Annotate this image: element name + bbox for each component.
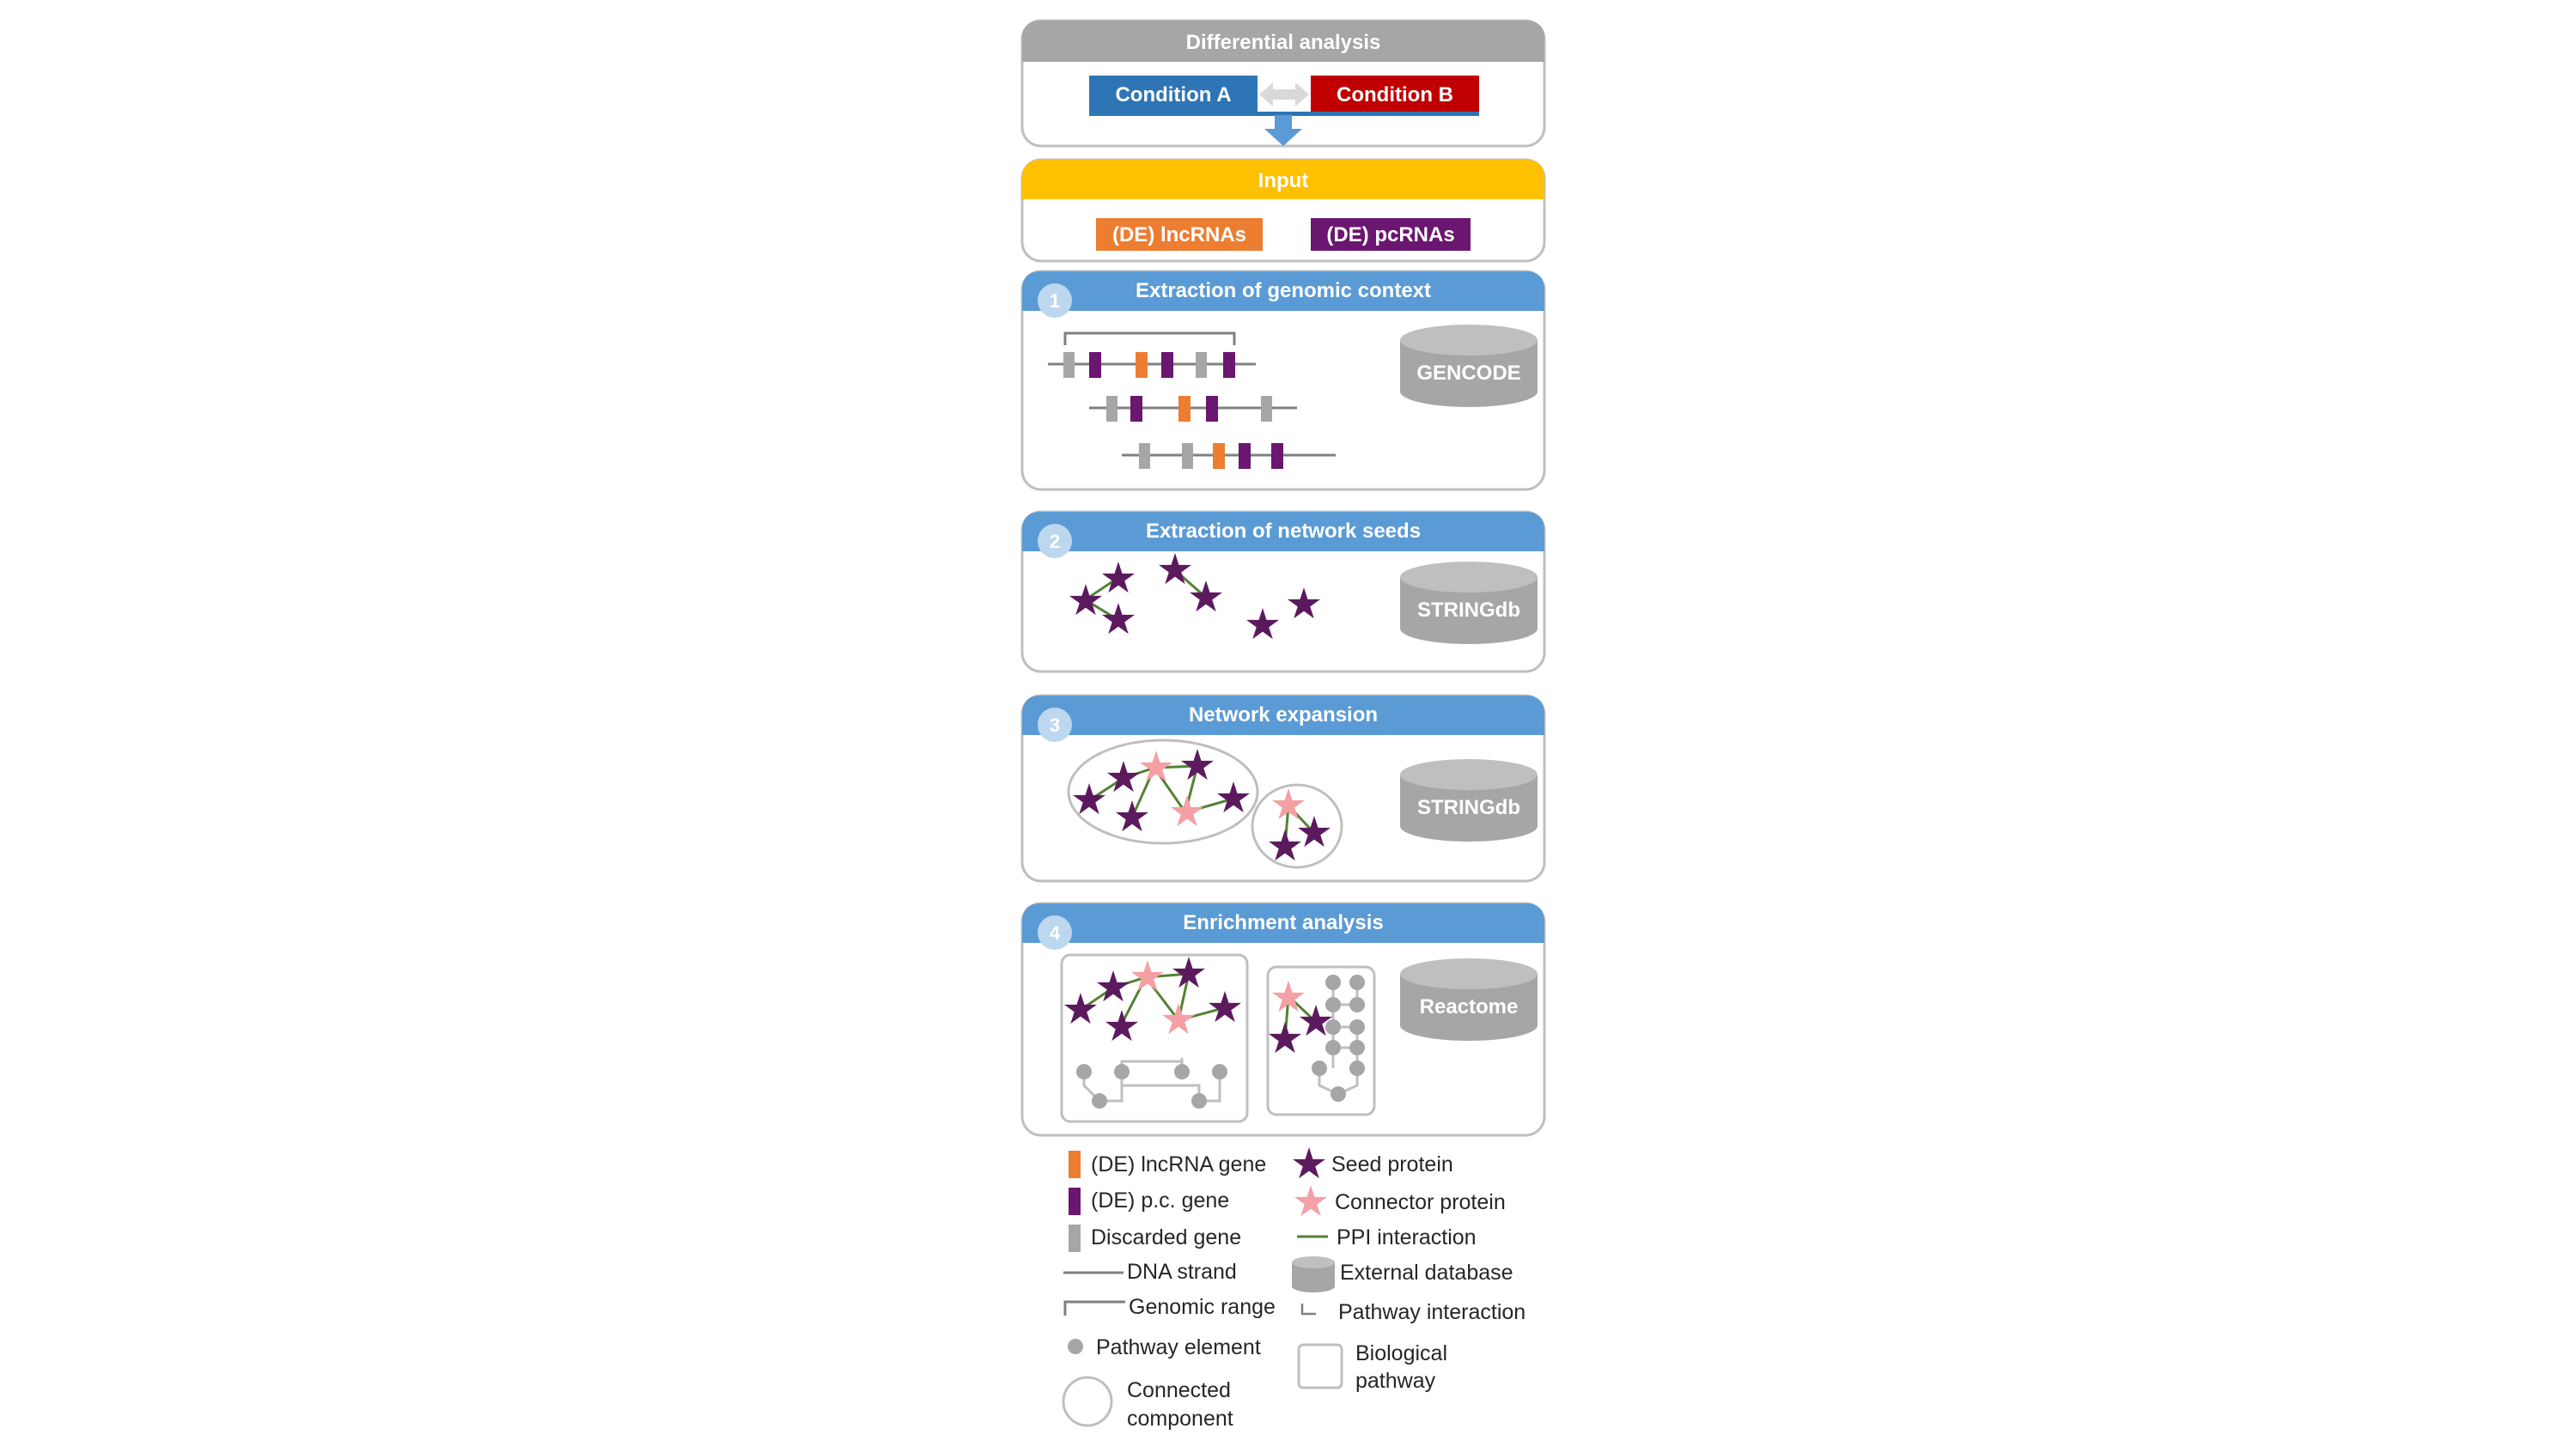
condition-b-label: Condition B	[1337, 83, 1453, 106]
step-panel-3: Network expansion 3 STRINGdb	[1020, 694, 1546, 883]
legend-pathway-element: Pathway element	[1096, 1335, 1261, 1359]
legend-biological-line2: pathway	[1355, 1369, 1436, 1393]
lncrna-box	[1096, 218, 1263, 251]
legend-dna-strand: DNA strand	[1127, 1260, 1237, 1284]
differential-analysis-title: Differential analysis	[1186, 31, 1381, 54]
lncrna-label: (DE) lncRNAs	[1112, 223, 1246, 246]
step-number-badge-3	[1038, 708, 1072, 742]
input-title: Input	[1258, 169, 1309, 192]
legend-ppi: PPI interaction	[1337, 1225, 1477, 1249]
legend-discarded-gene: Discarded gene	[1091, 1225, 1241, 1249]
legend-biological-line1: Biological	[1355, 1341, 1447, 1365]
database-icon-1	[1400, 325, 1538, 407]
step-number-1: 1	[1050, 290, 1060, 312]
legend-database-icon	[1292, 1256, 1335, 1292]
step-title-1: Extraction of genomic context	[1136, 279, 1431, 302]
pcrna-label: (DE) pcRNAs	[1326, 223, 1454, 246]
step-number-3: 3	[1050, 714, 1060, 736]
step-panel-2: Extraction of network seeds 2 STRINGdb	[1020, 510, 1546, 673]
step-number-badge-1	[1038, 283, 1072, 318]
legend-lncrna-gene: (DE) lncRNA gene	[1091, 1152, 1266, 1176]
database-label-2: STRINGdb	[1417, 599, 1520, 622]
step-title-2: Extraction of network seeds	[1146, 520, 1421, 543]
pathway-box-1	[1060, 953, 1249, 1123]
step-number-badge-2	[1038, 524, 1072, 558]
database-icon-4	[1400, 958, 1538, 1041]
step-panel-4: Enrichment analysis 4 Reactome	[1020, 902, 1546, 1137]
step-header-1	[1022, 271, 1544, 311]
legend-connected-line2: component	[1127, 1407, 1233, 1431]
network-expansion-graphic	[1067, 739, 1343, 869]
database-icon-3	[1400, 759, 1538, 842]
differential-analysis-header	[1022, 21, 1544, 62]
step-header-3	[1022, 696, 1544, 735]
step-number-2: 2	[1050, 531, 1060, 552]
differential-analysis-panel: Differential analysis Condition A Condit…	[1020, 19, 1546, 148]
legend-external-database: External database	[1340, 1261, 1513, 1285]
condition-a-box	[1089, 76, 1258, 113]
pcrna-box	[1311, 218, 1471, 251]
step-panel-1: Extraction of genomic context 1 GENCODE	[1020, 270, 1546, 491]
legend-connected-line1: Connected	[1127, 1378, 1231, 1402]
legend-connector-protein: Connector protein	[1335, 1190, 1506, 1214]
legend: (DE) lncRNA gene (DE) p.c. gene Discarde…	[1062, 1147, 1526, 1431]
legend-seed-protein: Seed protein	[1331, 1152, 1453, 1176]
input-panel: Input (DE) lncRNAs (DE) pcRNAs	[1020, 158, 1546, 263]
step-number-4: 4	[1050, 922, 1061, 944]
legend-genomic-range: Genomic range	[1129, 1295, 1276, 1319]
genomic-context-graphic	[1048, 331, 1336, 469]
database-label-4: Reactome	[1420, 995, 1519, 1018]
condition-a-label: Condition A	[1115, 83, 1231, 106]
step-title-4: Enrichment analysis	[1183, 911, 1383, 934]
database-label-3: STRINGdb	[1417, 796, 1520, 819]
legend-pathway-interaction: Pathway interaction	[1338, 1300, 1526, 1324]
step-number-badge-4	[1038, 915, 1072, 950]
steps-layer: Extraction of genomic context1GENCODEExt…	[1020, 270, 1546, 1137]
enrichment-graphic	[1060, 953, 1376, 1123]
database-label-1: GENCODE	[1416, 362, 1520, 385]
condition-b-box	[1311, 76, 1479, 113]
down-arrow-icon	[1264, 115, 1302, 146]
input-header	[1022, 160, 1544, 199]
legend-pc-gene: (DE) p.c. gene	[1091, 1189, 1229, 1213]
network-seeds-graphic	[1069, 553, 1321, 640]
step-header-4	[1022, 903, 1544, 943]
step-header-2	[1022, 512, 1544, 551]
database-icon-2	[1400, 562, 1538, 644]
compare-double-arrow-icon	[1259, 82, 1309, 106]
step-title-3: Network expansion	[1189, 703, 1378, 726]
pathway-box-2	[1266, 965, 1376, 1116]
